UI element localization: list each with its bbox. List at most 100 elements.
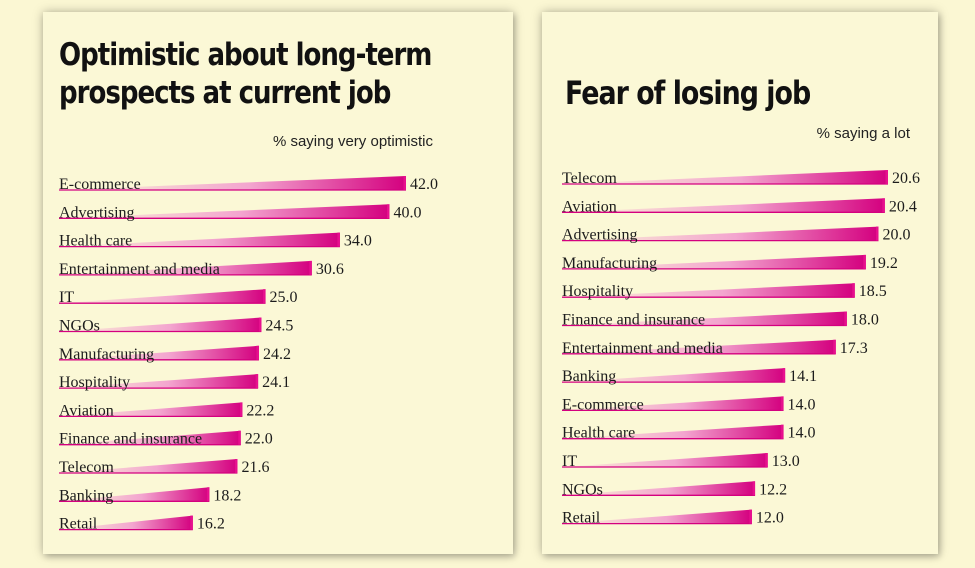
- value-label: 22.2: [246, 402, 274, 419]
- value-label: 18.5: [859, 283, 887, 300]
- category-label: Health care: [562, 425, 635, 442]
- bar-end: [403, 176, 406, 190]
- bar: [59, 232, 340, 247]
- bar: [59, 459, 238, 473]
- value-label: 20.0: [883, 227, 911, 244]
- bar-end: [386, 204, 390, 219]
- category-label: Hospitality: [59, 374, 130, 391]
- value-label: 17.3: [840, 340, 868, 357]
- category-label: E-commerce: [562, 396, 644, 413]
- category-label: Telecom: [562, 170, 617, 187]
- bar-chart-fear: Telecom 20.6 Aviation 20.4 Advertising 20.0 Ma…: [562, 170, 920, 527]
- bar-end: [781, 424, 784, 439]
- bar: [562, 226, 879, 241]
- bar: [59, 204, 390, 219]
- category-label: NGOs: [59, 318, 100, 335]
- bar: [562, 198, 885, 213]
- category-label: IT: [59, 289, 74, 306]
- bar-end: [833, 339, 836, 354]
- bar-end: [309, 260, 312, 275]
- bar: [59, 402, 243, 417]
- category-label: Banking: [59, 487, 113, 504]
- category-label: Health care: [59, 233, 132, 250]
- category-label: Finance and insurance: [59, 431, 202, 448]
- chart-panel-fear: Fear of losing job % saying a lot Teleco…: [542, 12, 938, 554]
- category-label: Hospitality: [562, 283, 633, 300]
- value-label: 42.0: [410, 176, 438, 193]
- bar-chart-optimistic: E-commerce 42.0 Advertising 40.0 Health care…: [59, 176, 438, 533]
- value-label: 24.1: [262, 374, 290, 391]
- category-label: E-commerce: [59, 176, 141, 193]
- value-label: 34.0: [344, 233, 372, 250]
- value-label: 24.2: [263, 346, 291, 363]
- bar: [59, 345, 259, 360]
- chart-title: Optimistic about long-term prospects at …: [59, 36, 432, 112]
- category-label: Telecom: [59, 459, 114, 476]
- value-label: 40.0: [393, 204, 421, 221]
- chart-subtitle: % saying a lot: [816, 125, 910, 142]
- bar-end: [206, 487, 210, 502]
- value-label: 18.2: [213, 487, 241, 504]
- value-label: 12.0: [756, 510, 784, 527]
- category-label: Retail: [59, 516, 98, 533]
- bar: [562, 509, 752, 524]
- bar: [562, 453, 768, 467]
- chart-title: Fear of losing job: [565, 74, 811, 112]
- value-label: 20.6: [892, 170, 920, 187]
- category-label: Manufacturing: [562, 255, 657, 272]
- title-line: Fear of losing job: [565, 74, 811, 112]
- bar-end: [863, 254, 866, 269]
- value-label: 16.2: [197, 516, 225, 533]
- category-label: Entertainment and media: [562, 340, 723, 357]
- value-label: 12.2: [759, 481, 787, 498]
- bar-end: [749, 509, 752, 524]
- bar-end: [765, 453, 768, 467]
- value-label: 22.0: [245, 431, 273, 448]
- bar: [59, 515, 193, 530]
- bar-end: [258, 317, 262, 332]
- category-label: Finance and insurance: [562, 312, 705, 329]
- bar-end: [337, 232, 340, 247]
- bar-end: [238, 430, 241, 445]
- category-label: Banking: [562, 368, 616, 385]
- bar-end: [782, 368, 786, 383]
- chart-subtitle: % saying very optimistic: [272, 133, 433, 150]
- value-label: 14.1: [789, 368, 817, 385]
- bar-end: [752, 481, 756, 496]
- category-label: Entertainment and media: [59, 261, 220, 278]
- value-label: 24.5: [265, 318, 293, 335]
- bar: [59, 176, 406, 190]
- bar: [59, 289, 266, 304]
- category-label: Aviation: [562, 198, 617, 215]
- bar-end: [263, 289, 266, 304]
- bar: [59, 374, 259, 389]
- bar: [59, 487, 210, 502]
- bar-end: [852, 283, 855, 298]
- bar-end: [239, 402, 243, 417]
- bar: [562, 170, 888, 184]
- title-line: Optimistic about long-term: [59, 37, 432, 73]
- value-label: 19.2: [870, 255, 898, 272]
- value-label: 14.0: [788, 425, 816, 442]
- value-label: 18.0: [851, 312, 879, 329]
- category-label: Advertising: [562, 227, 638, 244]
- bar: [59, 430, 241, 445]
- category-label: NGOs: [562, 481, 603, 498]
- value-label: 20.4: [889, 198, 917, 215]
- bar: [59, 260, 312, 275]
- bar: [562, 396, 784, 411]
- value-label: 21.6: [241, 459, 269, 476]
- category-label: Manufacturing: [59, 346, 154, 363]
- bar-end: [781, 396, 784, 411]
- value-label: 25.0: [270, 289, 298, 306]
- bar: [562, 424, 784, 439]
- category-label: Retail: [562, 510, 601, 527]
- title-line: prospects at current job: [59, 75, 391, 111]
- bar-end: [876, 226, 879, 241]
- category-label: IT: [562, 453, 577, 470]
- bar-end: [255, 374, 259, 389]
- bar-end: [882, 198, 885, 213]
- value-label: 30.6: [316, 261, 344, 278]
- bar-end: [885, 170, 888, 184]
- bar-end: [190, 515, 193, 530]
